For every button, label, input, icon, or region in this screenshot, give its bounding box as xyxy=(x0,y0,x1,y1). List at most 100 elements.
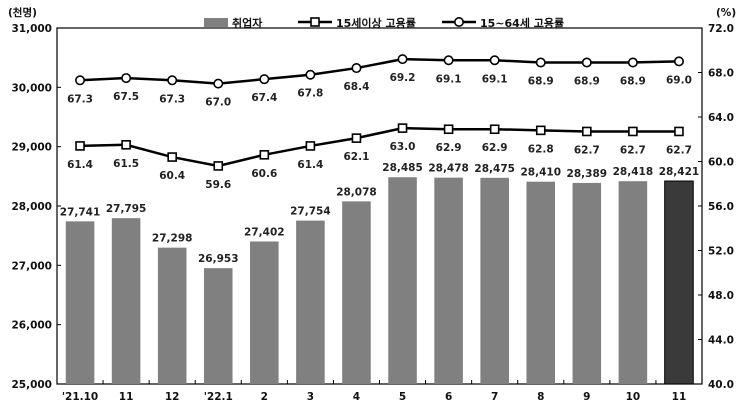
line-value-label: 67.3 xyxy=(159,93,185,105)
bar-labels: 27,741 27,795 27,298 26,953 27,402 27,754 28,0… xyxy=(60,162,699,265)
square-marker xyxy=(489,124,500,135)
bar xyxy=(618,181,648,384)
bar-value-label: 28,078 xyxy=(336,186,377,198)
line-value-label: 61.4 xyxy=(67,159,93,171)
left-tick-label: 27,000 xyxy=(11,260,52,272)
bar-value-label: 28,389 xyxy=(567,168,608,180)
circle-marker xyxy=(443,55,454,66)
square-marker xyxy=(674,126,684,137)
circle-marker xyxy=(489,55,500,66)
circle-marker xyxy=(213,78,224,89)
left-tick-label: 26,000 xyxy=(11,320,52,332)
square-marker xyxy=(397,123,408,133)
legend-label-15plus: 15세이상 고용률 xyxy=(336,16,416,30)
series-line xyxy=(79,57,679,85)
line-value-label: 69.1 xyxy=(436,73,462,85)
x-tick-label: 8 xyxy=(537,391,544,403)
line-value-label: 68.4 xyxy=(344,81,370,93)
left-axis-unit: (천명) xyxy=(8,6,37,19)
bar-value-label: 28,478 xyxy=(428,163,469,175)
x-tick-label: 4 xyxy=(353,391,360,403)
line-series xyxy=(75,54,684,171)
line-value-label: 67.8 xyxy=(297,88,323,100)
bar-value-label: 26,953 xyxy=(198,253,239,265)
line-value-label: 67.4 xyxy=(251,92,277,104)
line-value-label: 63.0 xyxy=(390,141,416,153)
bar xyxy=(250,241,279,384)
circle-marker xyxy=(121,73,132,84)
x-tick-label: 11 xyxy=(672,391,687,403)
x-axis: '21.10 11 12 '22.1 2 3 4 5 6 7 8 9 10 11 xyxy=(62,380,703,403)
x-tick-label: 2 xyxy=(261,391,268,403)
bar xyxy=(388,177,417,384)
line-value-label: 67.5 xyxy=(113,91,139,103)
line-value-label: 67.3 xyxy=(67,93,93,105)
line-value-label: 60.6 xyxy=(251,168,277,180)
left-tick-label: 29,000 xyxy=(11,142,52,154)
circle-marker xyxy=(351,63,362,74)
legend: 취업자 15세이상 고용률 15~64세 고용률 xyxy=(204,16,564,30)
bar xyxy=(296,220,325,384)
bar xyxy=(434,177,463,384)
circle-marker xyxy=(75,75,86,86)
x-tick-label: 7 xyxy=(491,391,498,403)
x-tick-label: 5 xyxy=(399,391,406,403)
circle-marker xyxy=(167,75,178,86)
bar-value-label: 28,418 xyxy=(613,166,654,178)
x-tick-label: 9 xyxy=(583,391,590,403)
left-tick-label: 31,000 xyxy=(11,23,52,35)
right-tick-label: 44.0 xyxy=(708,335,734,347)
left-axis: 25,000 26,000 27,000 28,000 29,000 30,000 31,0… xyxy=(11,23,61,391)
bar-value-label: 28,421 xyxy=(659,166,700,178)
line-value-label: 62.1 xyxy=(344,151,370,163)
bar xyxy=(480,177,509,384)
left-tick-label: 28,000 xyxy=(11,201,52,213)
square-marker xyxy=(121,140,131,150)
bar-value-label: 27,402 xyxy=(244,226,285,238)
bar xyxy=(65,221,95,384)
bar xyxy=(203,268,233,384)
line-value-label: 61.5 xyxy=(113,158,139,170)
bar-value-label: 27,741 xyxy=(60,206,101,218)
square-marker xyxy=(167,152,177,162)
square-marker xyxy=(305,141,316,151)
circle-marker xyxy=(581,57,592,68)
legend-label-1564: 15~64세 고용률 xyxy=(480,16,564,30)
circle-marker xyxy=(673,56,684,67)
x-tick-label: 6 xyxy=(445,391,452,403)
legend-swatch-employed xyxy=(204,18,228,27)
circle-marker xyxy=(627,57,638,68)
bar-value-label: 27,795 xyxy=(106,203,147,215)
line-value-label: 62.7 xyxy=(620,144,646,156)
right-tick-label: 68.0 xyxy=(708,68,734,80)
bar xyxy=(526,181,556,384)
square-marker xyxy=(535,125,546,136)
line-value-label: 69.2 xyxy=(390,72,416,84)
circle-marker xyxy=(259,74,270,85)
bar-value-label: 27,298 xyxy=(152,233,193,245)
series-line xyxy=(80,126,679,168)
line-value-label: 62.9 xyxy=(482,142,508,154)
line-value-label: 62.8 xyxy=(528,143,554,155)
right-tick-label: 56.0 xyxy=(708,201,734,213)
line-value-label: 69.0 xyxy=(666,74,692,86)
circle-marker xyxy=(305,69,316,80)
circle-marker xyxy=(397,54,408,65)
bar xyxy=(157,247,187,384)
legend-swatch-1564-marker xyxy=(453,16,464,27)
left-tick-label: 30,000 xyxy=(11,82,52,94)
line-value-label: 62.7 xyxy=(574,144,600,156)
line-value-label: 69.1 xyxy=(482,73,508,85)
bar-value-label: 27,754 xyxy=(290,206,331,218)
line-value-label: 61.4 xyxy=(297,159,323,171)
square-marker xyxy=(582,126,592,137)
circle-marker xyxy=(535,57,546,68)
legend-swatch-15plus-marker xyxy=(310,17,320,27)
line-labels: 61.4 61.5 60.4 59.6 60.6 61.4 62.1 63.0 62.9 62.9… xyxy=(67,72,692,191)
square-marker xyxy=(443,124,454,135)
right-tick-label: 60.0 xyxy=(708,157,734,169)
right-tick-label: 40.0 xyxy=(708,379,734,391)
x-tick-label: 10 xyxy=(626,391,641,403)
